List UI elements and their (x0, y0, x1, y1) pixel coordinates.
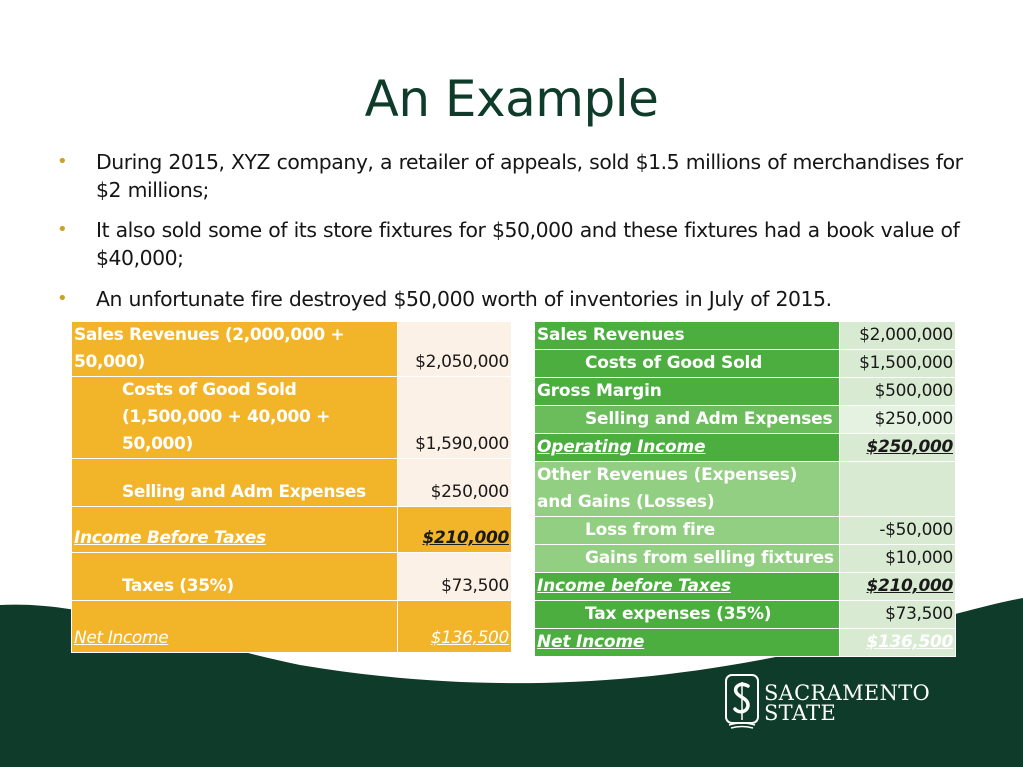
row-value: $136,500 (430, 628, 510, 648)
sac-state-hornet-s-icon (725, 674, 759, 729)
row-value: $1,500,000 (839, 349, 956, 378)
row-value: -$50,000 (839, 516, 956, 545)
bullet-item: • An unfortunate fire destroyed $50,000 … (57, 285, 986, 313)
table-row: Loss from fire -$50,000 (534, 516, 956, 545)
row-label: Other Revenues (Expenses) and Gains (Los… (534, 461, 840, 517)
row-label: Costs of Good Sold (1,500,000 + 40,000 +… (71, 376, 398, 459)
row-label-cell: Net Income (534, 628, 840, 657)
table-row: Selling and Adm Expenses $250,000 (71, 458, 512, 507)
row-label: Income Before Taxes (74, 528, 266, 548)
logo-line-1: SACRAMENTO (764, 681, 931, 705)
row-label: Tax expenses (35%) (534, 600, 840, 629)
bullet-dot-icon: • (57, 288, 68, 309)
table-row: Net Income $136,500 (534, 628, 956, 657)
row-value (839, 461, 956, 517)
row-value: $10,000 (839, 544, 956, 573)
row-label: Income before Taxes (537, 576, 731, 596)
row-value: $73,500 (397, 552, 512, 601)
table-row: Income before Taxes $210,000 (534, 572, 956, 601)
bullet-dot-icon: • (57, 151, 68, 172)
bullet-item: • During 2015, XYZ company, a retailer o… (57, 148, 986, 204)
row-value-cell: $210,000 (397, 506, 512, 553)
logo-line-2: STATE (764, 701, 837, 725)
row-label: Selling and Adm Expenses (71, 458, 398, 507)
row-label: Gains from selling fixtures (534, 544, 840, 573)
row-value: $250,000 (866, 437, 954, 457)
table-row: Sales Revenues (2,000,000 + 50,000) $2,0… (71, 321, 512, 377)
table-row: Sales Revenues $2,000,000 (534, 321, 956, 350)
row-label-cell: Operating Income (534, 433, 840, 462)
row-value-cell: $136,500 (839, 628, 956, 657)
row-label-cell: Income before Taxes (534, 572, 840, 601)
row-label-cell: Net Income (71, 600, 398, 653)
bullet-text: An unfortunate fire destroyed $50,000 wo… (96, 287, 832, 311)
table-row: Net Income $136,500 (71, 600, 512, 653)
bullet-item: • It also sold some of its store fixture… (57, 216, 986, 272)
bullet-text: During 2015, XYZ company, a retailer of … (96, 150, 963, 202)
table-row: Operating Income $250,000 (534, 433, 956, 462)
table-row: Other Revenues (Expenses) and Gains (Los… (534, 461, 956, 517)
bullet-text: It also sold some of its store fixtures … (96, 218, 960, 270)
income-statement-right: Sales Revenues $2,000,000 Costs of Good … (534, 321, 956, 657)
row-label: Selling and Adm Expenses (534, 405, 840, 434)
row-value: $210,000 (422, 528, 510, 548)
row-label: Sales Revenues (2,000,000 + 50,000) (71, 321, 398, 377)
row-value-cell: $250,000 (839, 433, 956, 462)
row-label-cell: Income Before Taxes (71, 506, 398, 553)
table-row: Selling and Adm Expenses $250,000 (534, 405, 956, 434)
row-label: Taxes (35%) (71, 552, 398, 601)
row-value: $250,000 (397, 458, 512, 507)
table-row: Tax expenses (35%) $73,500 (534, 600, 956, 629)
row-value-cell: $210,000 (839, 572, 956, 601)
row-value: $1,590,000 (397, 376, 512, 459)
slide-title: An Example (364, 70, 659, 128)
row-value: $2,050,000 (397, 321, 512, 377)
table-row: Gains from selling fixtures $10,000 (534, 544, 956, 573)
table-row: Taxes (35%) $73,500 (71, 552, 512, 601)
row-label: Gross Margin (534, 377, 840, 406)
income-statement-left: Sales Revenues (2,000,000 + 50,000) $2,0… (71, 321, 512, 653)
row-label: Costs of Good Sold (534, 349, 840, 378)
row-value: $73,500 (839, 600, 956, 629)
row-value: $250,000 (839, 405, 956, 434)
row-value-cell: $136,500 (397, 600, 512, 653)
sacramento-state-logo: SACRAMENTO STATE (725, 674, 945, 730)
row-value: $500,000 (839, 377, 956, 406)
table-row: Costs of Good Sold (1,500,000 + 40,000 +… (71, 376, 512, 459)
table-row: Costs of Good Sold $1,500,000 (534, 349, 956, 378)
table-row: Income Before Taxes $210,000 (71, 506, 512, 553)
row-label: Net Income (537, 632, 645, 652)
row-value: $136,500 (866, 632, 954, 652)
row-label: Net Income (74, 628, 169, 648)
row-value: $2,000,000 (839, 321, 956, 350)
row-value: $210,000 (866, 576, 954, 596)
row-label: Sales Revenues (534, 321, 840, 350)
row-label: Operating Income (537, 437, 706, 457)
bullet-dot-icon: • (57, 219, 68, 240)
row-label: Loss from fire (534, 516, 840, 545)
table-row: Gross Margin $500,000 (534, 377, 956, 406)
